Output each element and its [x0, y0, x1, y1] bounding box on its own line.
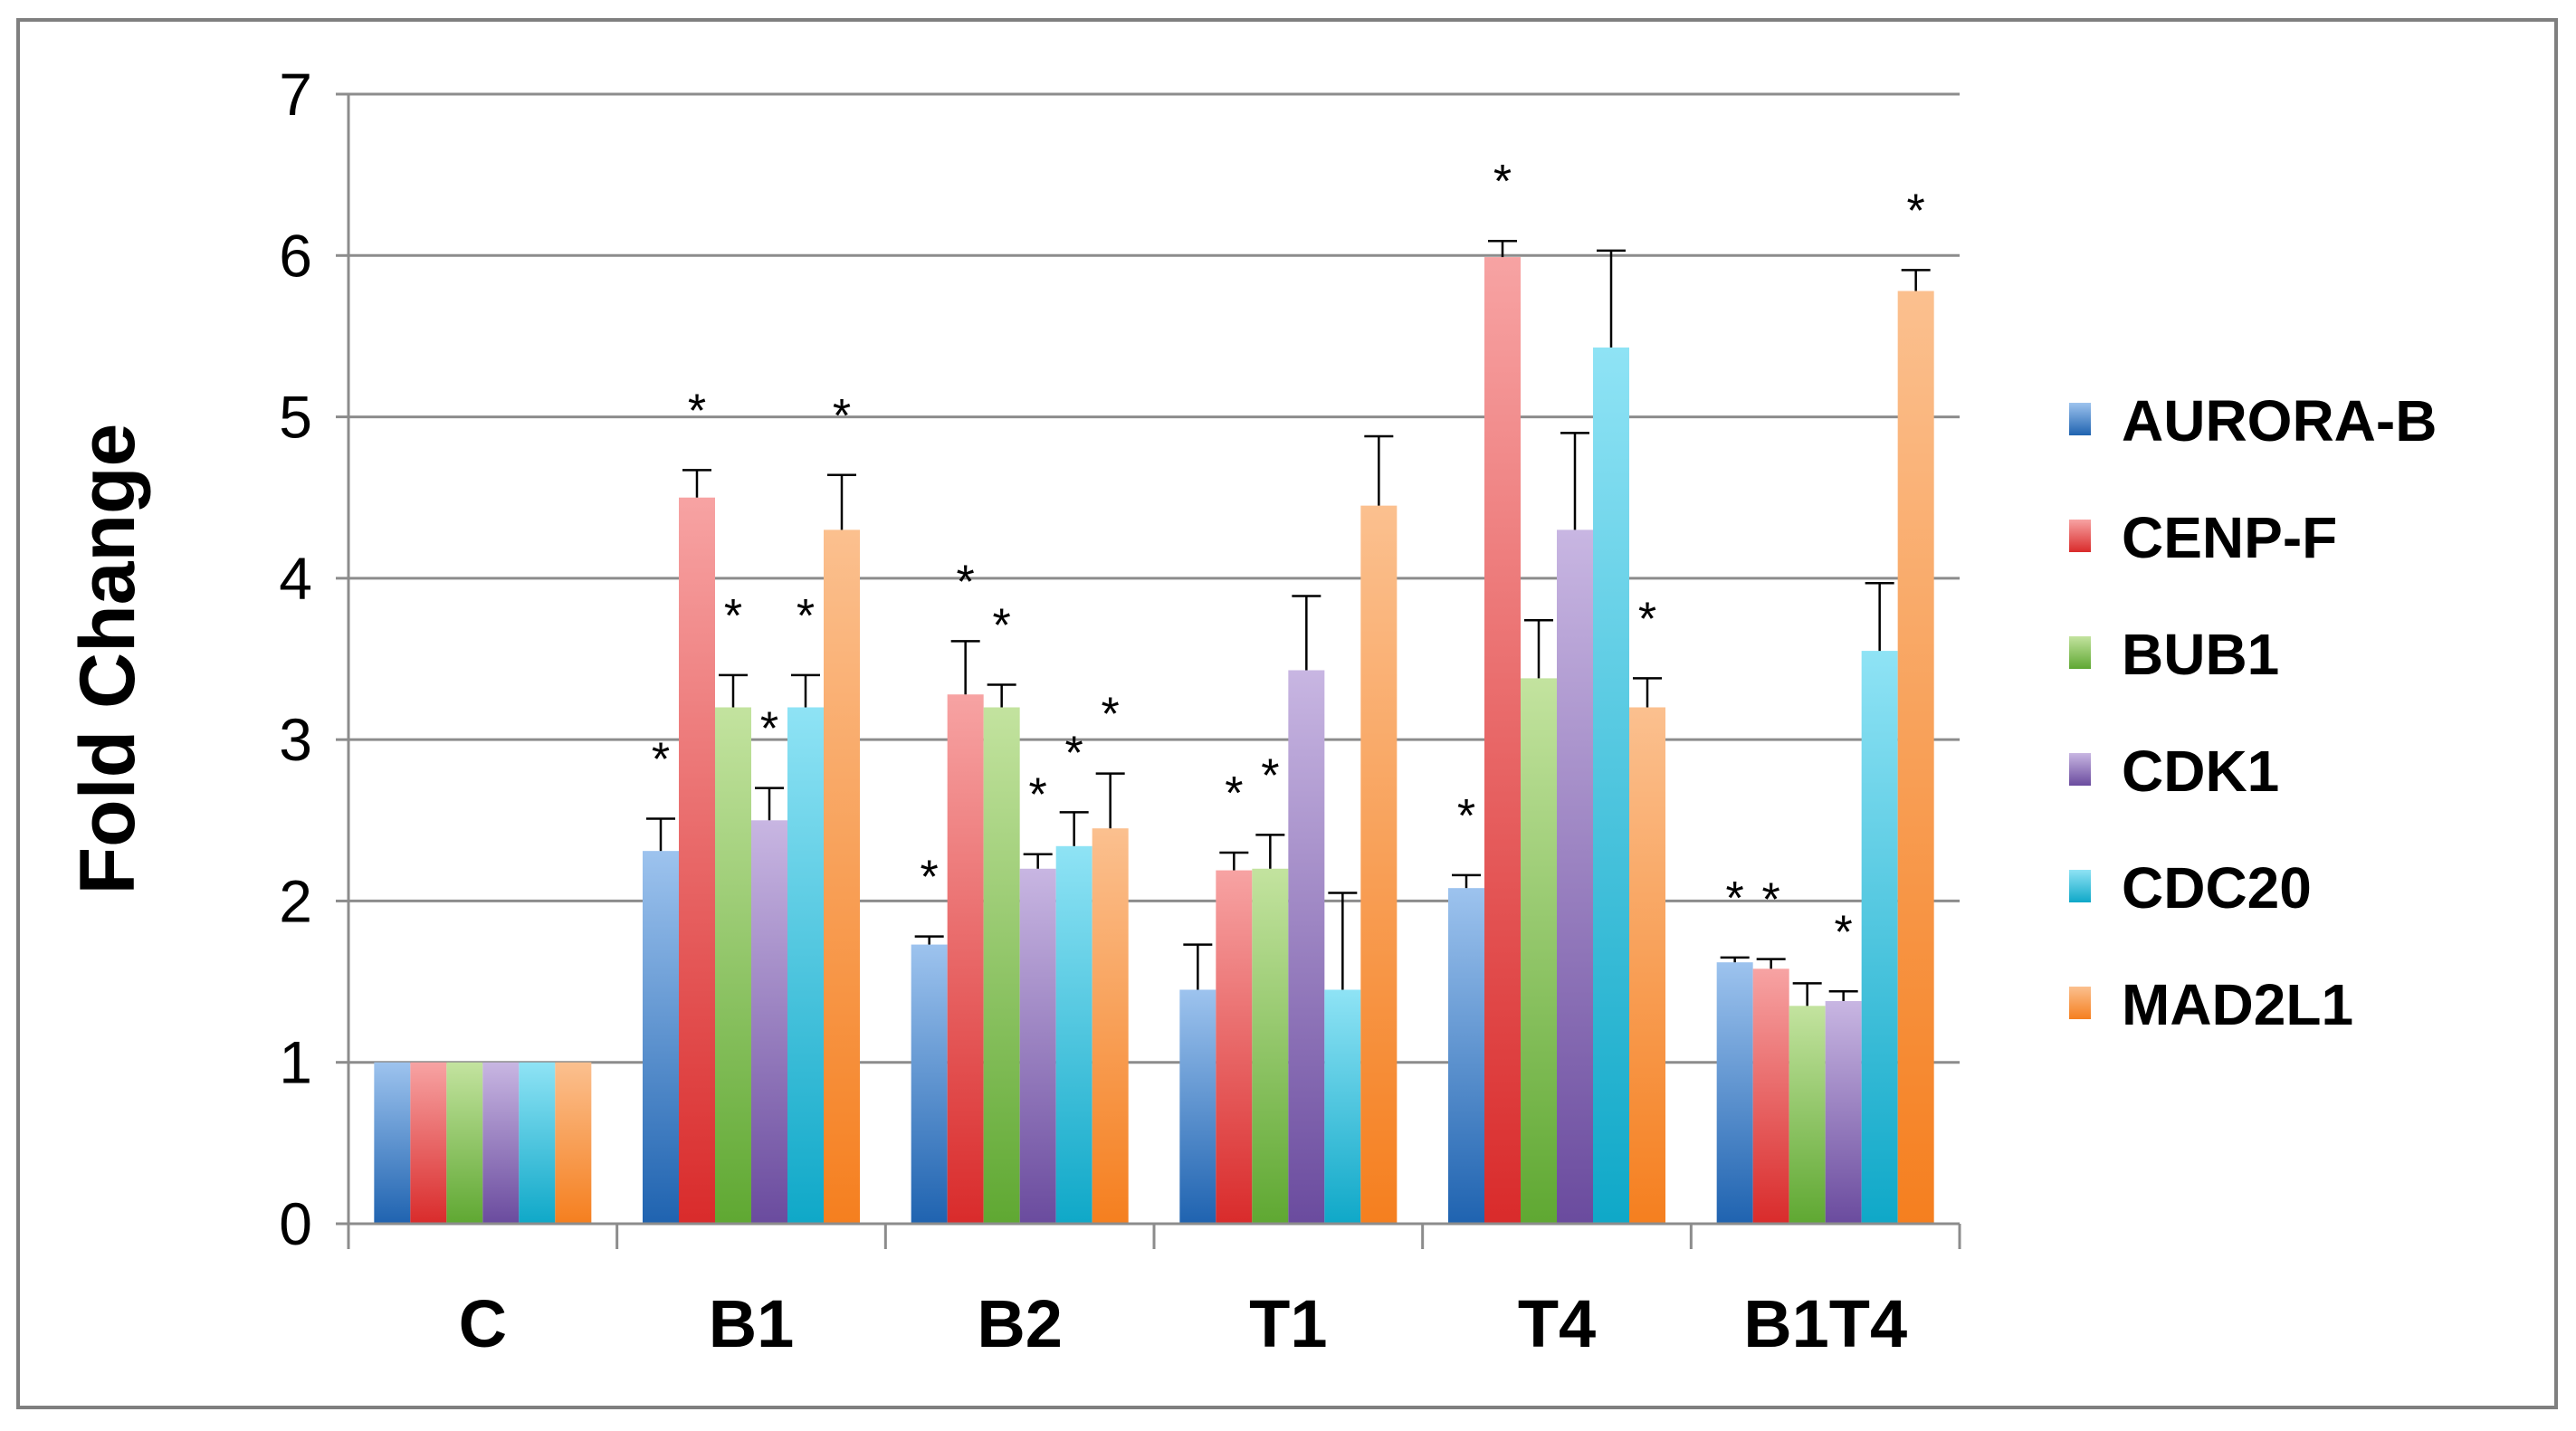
significance-mark-aurora-b-t4: *: [1457, 790, 1475, 843]
x-tick-label-b1: B1: [709, 1286, 795, 1361]
significance-mark-aurora-b-b2: *: [921, 852, 939, 904]
significance-mark-cenp-f-b2: *: [957, 556, 975, 608]
legend-swatch-cdc20: [2069, 870, 2091, 902]
bar-mad2l1-t4: [1629, 707, 1665, 1224]
bar-cdc20-t1: [1324, 989, 1361, 1224]
y-tick-label-7: 7: [279, 61, 312, 128]
legend-label-cdc20: CDC20: [2122, 855, 2312, 921]
gridlines: [348, 92, 1960, 1064]
significance-mark-bub1-b1: *: [724, 590, 742, 643]
y-tick-label-0: 0: [279, 1190, 312, 1257]
bar-bub1-b1t4: [1789, 1006, 1826, 1224]
bar-bub1-t1: [1252, 868, 1289, 1224]
significance-mark-mad2l1-b1t4: *: [1907, 185, 1925, 237]
x-tick-label-t4: T4: [1518, 1286, 1596, 1361]
legend-label-cdk1: CDK1: [2122, 739, 2279, 804]
legend-swatch-mad2l1: [2069, 987, 2091, 1019]
bar-cenp-f-b1t4: [1752, 968, 1789, 1224]
significance-mark-mad2l1-b1: *: [833, 390, 851, 443]
bar-cdk1-b1t4: [1825, 1000, 1862, 1224]
bar-bub1-b2: [983, 707, 1020, 1224]
significance-mark-cenp-f-b1t4: *: [1762, 874, 1780, 927]
x-tick-label-b1t4: B1T4: [1743, 1286, 1907, 1361]
bar-aurora-b-b1t4: [1716, 962, 1753, 1224]
legend-label-bub1: BUB1: [2122, 622, 2279, 687]
legend-label-cenp-f: CENP-F: [2122, 505, 2337, 570]
bar-cdk1-c: [482, 1062, 520, 1224]
axes: [336, 92, 1961, 1249]
y-tick-label-4: 4: [279, 545, 312, 612]
bars: [374, 239, 1934, 1225]
significance-mark-cdc20-b2: *: [1065, 727, 1083, 779]
bar-aurora-b-c: [374, 1062, 411, 1224]
bar-cenp-f-t1: [1216, 870, 1253, 1224]
bar-cenp-f-c: [410, 1062, 447, 1224]
significance-mark-mad2l1-t4: *: [1638, 593, 1656, 645]
legend-label-aurora-b: AURORA-B: [2122, 388, 2437, 453]
significance-mark-cdc20-b1: *: [797, 590, 815, 643]
significance-mark-cdk1-b2: *: [1029, 769, 1047, 822]
bar-mad2l1-b1: [824, 529, 860, 1224]
significance-mark-cenp-f-b1: *: [688, 385, 706, 437]
bar-bub1-c: [446, 1062, 483, 1224]
bar-cenp-f-b2: [947, 694, 984, 1224]
bar-mad2l1-t1: [1360, 505, 1398, 1224]
significance-mark-bub1-t1: *: [1261, 749, 1279, 802]
y-axis-label: Fold Change: [64, 424, 151, 895]
significance-mark-aurora-b-b1t4: *: [1726, 873, 1744, 925]
bar-cdc20-t4: [1593, 347, 1629, 1224]
legend-swatch-aurora-b: [2069, 403, 2091, 435]
significance-mark-cdk1-b1: *: [760, 703, 778, 756]
bar-mad2l1-b2: [1092, 828, 1129, 1224]
bar-cdk1-b2: [1019, 868, 1056, 1224]
significance-mark-cenp-f-t4: *: [1493, 156, 1512, 208]
legend-swatch-cenp-f: [2069, 520, 2091, 552]
bar-aurora-b-t4: [1448, 888, 1484, 1224]
legend-swatch-cdk1: [2069, 753, 2091, 786]
legend-swatch-bub1: [2069, 636, 2091, 669]
bar-cdc20-b2: [1055, 845, 1092, 1224]
y-tick-label-3: 3: [279, 706, 312, 773]
x-tick-label-b2: B2: [977, 1286, 1063, 1361]
y-tick-label-2: 2: [279, 867, 312, 934]
x-tick-label-t1: T1: [1249, 1286, 1327, 1361]
significance-mark-bub1-b2: *: [993, 600, 1011, 653]
y-tick-label-6: 6: [279, 222, 312, 289]
bar-aurora-b-b2: [911, 944, 948, 1224]
bar-cdk1-b1: [751, 820, 787, 1224]
bar-cdk1-t1: [1288, 670, 1325, 1224]
significance-mark-mad2l1-b2: *: [1102, 689, 1120, 741]
bar-cdc20-b1t4: [1861, 651, 1898, 1224]
significance-mark-cdk1-b1t4: *: [1835, 906, 1853, 959]
bar-cenp-f-t4: [1484, 257, 1521, 1224]
bar-cdc20-c: [519, 1062, 556, 1224]
bar-mad2l1-c: [555, 1062, 592, 1224]
bar-cdk1-t4: [1557, 529, 1593, 1224]
y-tick-label-5: 5: [279, 384, 312, 451]
bar-cenp-f-b1: [679, 497, 715, 1224]
legend: AURORA-B CENP-F BUB1 CDK1 CDC20 MAD2L1: [2069, 388, 2437, 1037]
legend-label-mad2l1: MAD2L1: [2122, 972, 2353, 1037]
x-tick-label-c: C: [459, 1286, 507, 1361]
significance-mark-aurora-b-b1: *: [652, 734, 670, 787]
bar-bub1-t4: [1521, 678, 1557, 1224]
bar-aurora-b-t1: [1179, 989, 1216, 1224]
bar-aurora-b-b1: [643, 851, 679, 1224]
bar-mad2l1-b1t4: [1897, 291, 1934, 1225]
bar-bub1-b1: [715, 707, 751, 1224]
significance-mark-cenp-f-t1: *: [1225, 768, 1243, 820]
labels: 0 1 2 3 4 5 6 7 C * * * * * * B1 * * * * * * B2 * * T1 * * * T4 * * * * B1…: [64, 61, 1925, 1361]
bar-cdc20-b1: [787, 707, 824, 1224]
y-tick-label-1: 1: [279, 1029, 312, 1096]
